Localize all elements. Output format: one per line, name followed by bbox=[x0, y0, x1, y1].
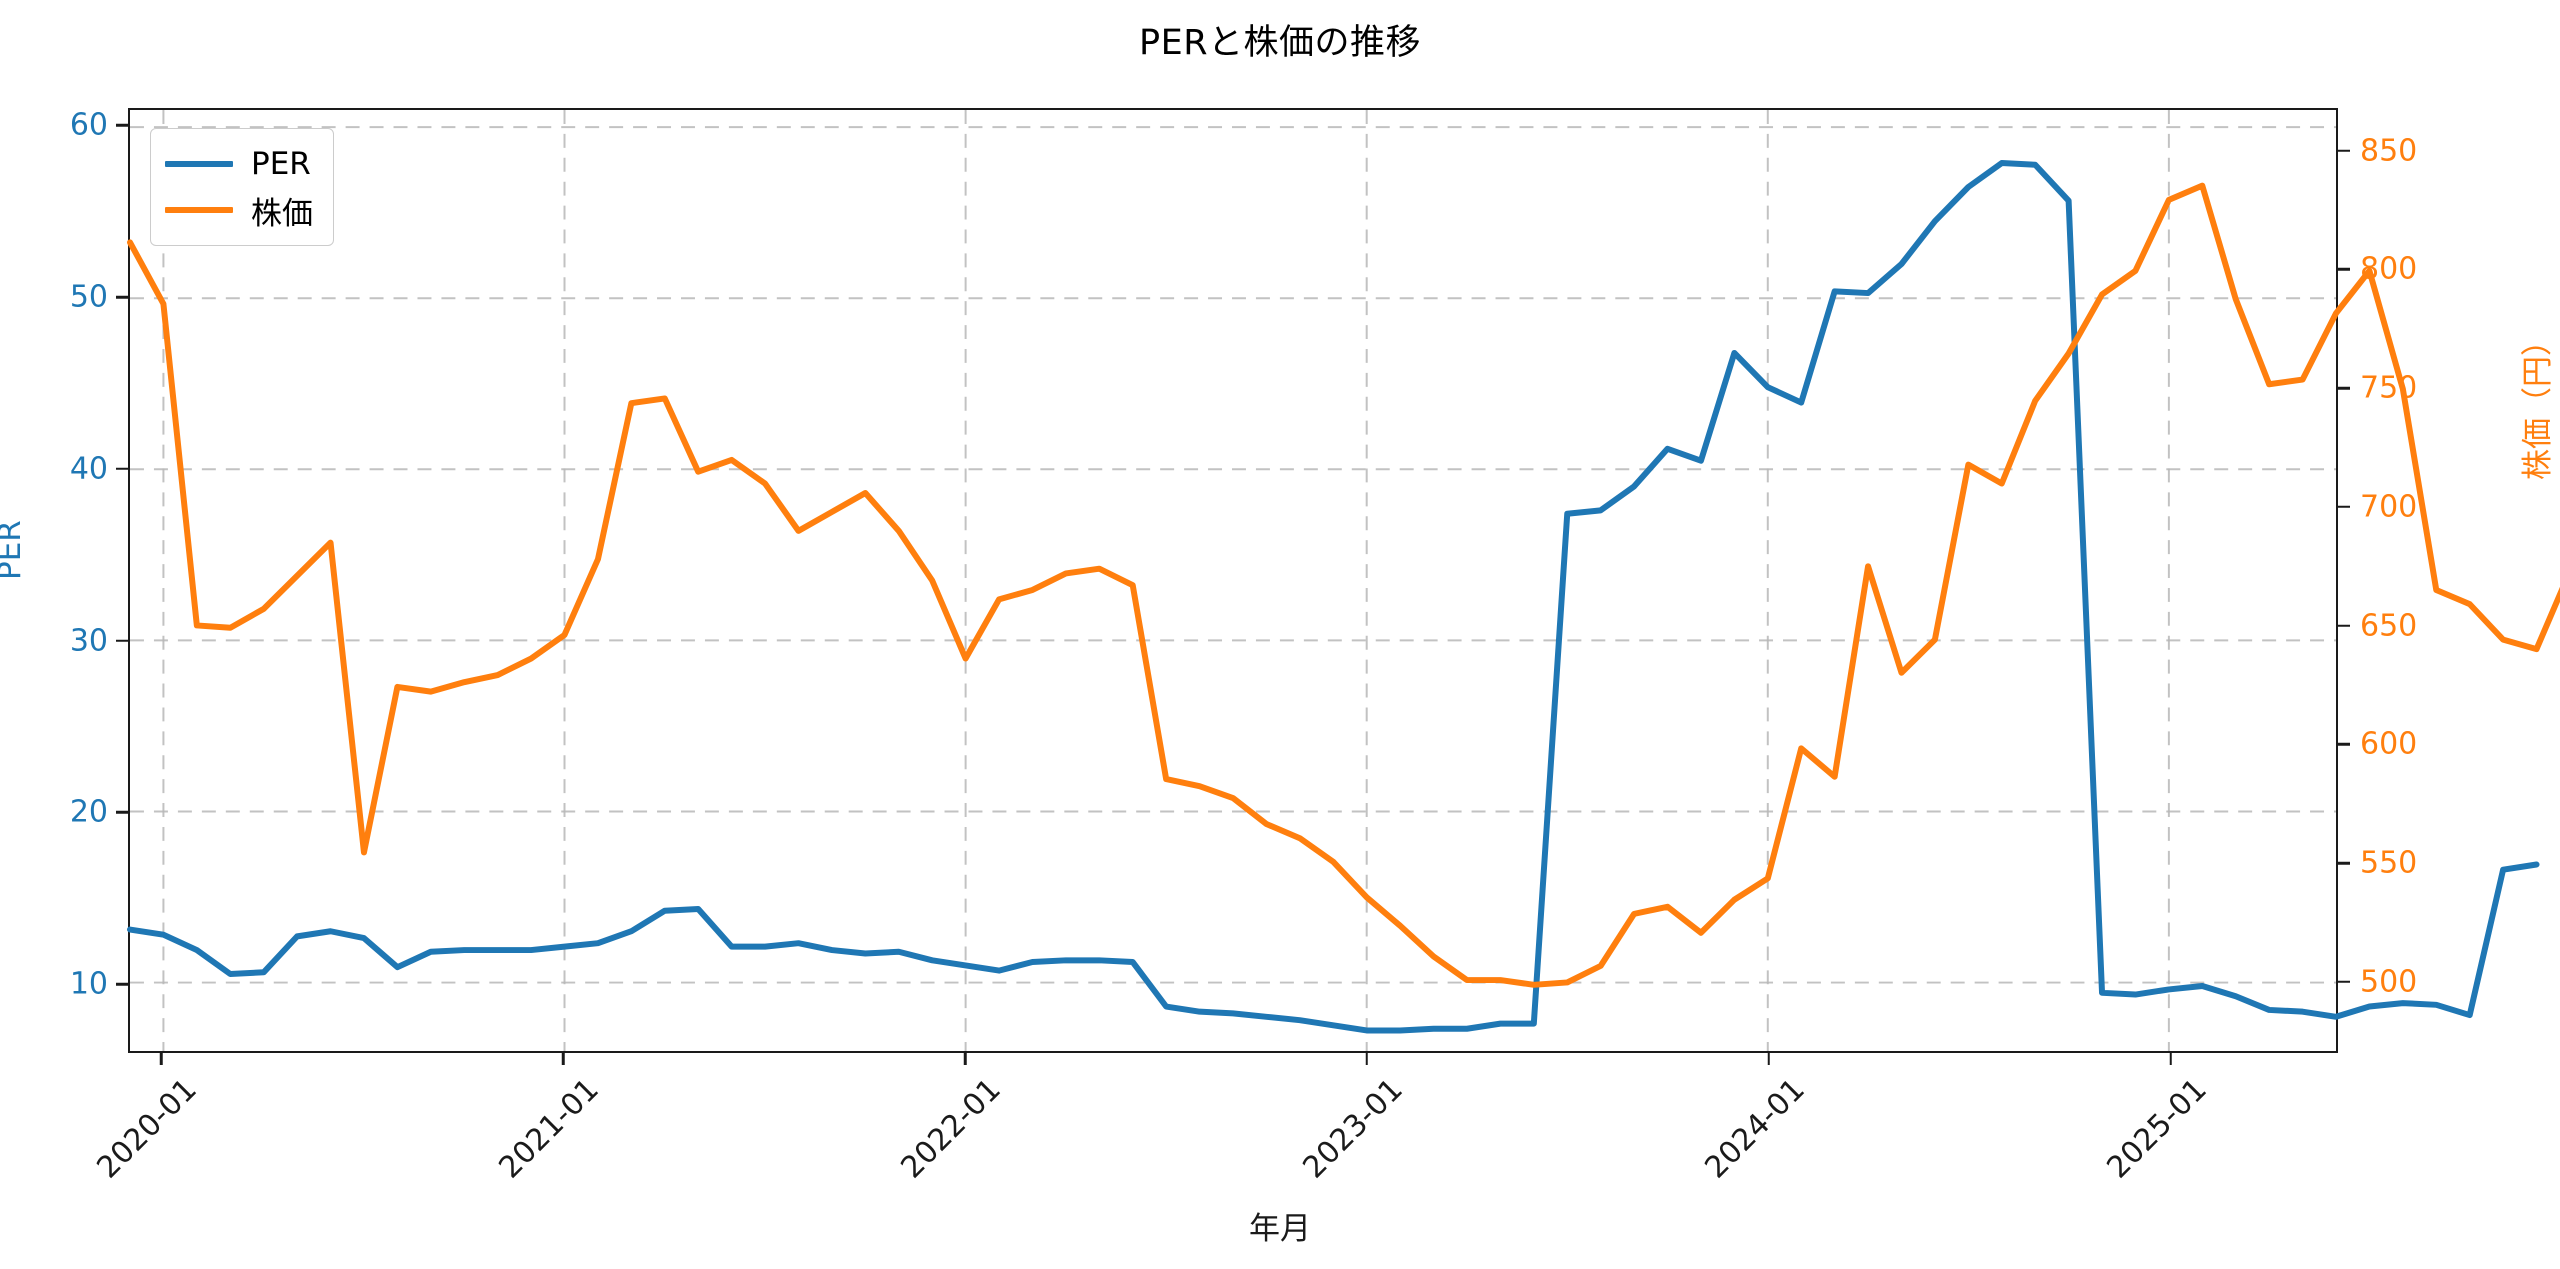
legend-item-stock[interactable]: 株価 bbox=[165, 187, 313, 233]
y-right-tick-mark-750 bbox=[2338, 386, 2350, 390]
y-right-tick-label-550: 550 bbox=[2360, 845, 2418, 881]
y-axis-left-title: PER bbox=[0, 520, 28, 580]
y-left-tick-label-40: 40 bbox=[69, 451, 108, 487]
y-left-tick-mark-30 bbox=[116, 639, 128, 642]
y-left-tick-label-30: 30 bbox=[69, 623, 108, 659]
x-tick-label-2024-01: 2024-01 bbox=[1698, 1072, 1812, 1186]
y-right-tick-label-850: 850 bbox=[2360, 133, 2418, 169]
x-tick-label-2023-01: 2023-01 bbox=[1296, 1072, 1410, 1186]
y-left-tick-mark-60 bbox=[116, 123, 128, 127]
y-right-tick-mark-850 bbox=[2338, 149, 2350, 152]
legend: PER 株価 bbox=[150, 128, 334, 246]
y-left-tick-mark-20 bbox=[116, 811, 128, 814]
y-right-tick-label-650: 650 bbox=[2360, 608, 2418, 644]
y-right-tick-mark-500 bbox=[2338, 980, 2350, 984]
x-tick-label-2020-01: 2020-01 bbox=[90, 1072, 205, 1186]
y-right-tick-label-750: 750 bbox=[2360, 370, 2418, 406]
y-left-tick-label-60: 60 bbox=[69, 107, 108, 143]
y-right-tick-label-500: 500 bbox=[2360, 964, 2418, 1000]
y-left-tick-mark-50 bbox=[116, 295, 128, 299]
x-tick-mark-0 bbox=[160, 1053, 163, 1065]
y-right-tick-mark-800 bbox=[2338, 268, 2350, 271]
y-left-tick-mark-10 bbox=[116, 983, 128, 986]
y-left-tick-label-20: 20 bbox=[69, 794, 108, 830]
series-line-0 bbox=[127, 160, 2540, 1034]
x-tick-mark-4 bbox=[1767, 1053, 1770, 1065]
legend-swatch-stock bbox=[165, 207, 233, 213]
x-tick-mark-2 bbox=[963, 1053, 967, 1065]
series-line-1 bbox=[127, 182, 2560, 988]
y-right-tick-mark-550 bbox=[2338, 861, 2350, 865]
y-right-tick-label-600: 600 bbox=[2360, 726, 2418, 762]
legend-label-stock: 株価 bbox=[251, 195, 313, 232]
legend-label-per: PER bbox=[251, 146, 311, 182]
legend-item-per[interactable]: PER bbox=[165, 141, 313, 187]
plot-area bbox=[127, 108, 2560, 1053]
x-axis-title: 年月 bbox=[1249, 1211, 1311, 1247]
y-right-tick-mark-600 bbox=[2338, 743, 2350, 746]
x-tick-label-2025-01: 2025-01 bbox=[2099, 1072, 2214, 1186]
grid-layer bbox=[130, 110, 2336, 1051]
page-title: PERと株価の推移 bbox=[1138, 23, 1422, 63]
y-left-tick-label-10: 10 bbox=[69, 966, 108, 1002]
y-left-tick-label-50: 50 bbox=[69, 279, 108, 315]
x-tick-mark-5 bbox=[2169, 1053, 2172, 1065]
y-right-tick-mark-700 bbox=[2338, 505, 2350, 509]
legend-swatch-per bbox=[165, 161, 233, 167]
y-right-tick-label-800: 800 bbox=[2360, 251, 2418, 287]
series-layer bbox=[127, 160, 2560, 1034]
x-tick-mark-3 bbox=[1365, 1053, 1369, 1065]
y-left-tick-mark-40 bbox=[116, 467, 128, 471]
x-tick-label-2021-01: 2021-01 bbox=[492, 1072, 607, 1186]
x-tick-label-2022-01: 2022-01 bbox=[894, 1072, 1008, 1186]
x-tick-mark-1 bbox=[562, 1053, 565, 1065]
y-right-tick-label-700: 700 bbox=[2360, 489, 2418, 525]
y-right-tick-mark-650 bbox=[2338, 624, 2350, 627]
